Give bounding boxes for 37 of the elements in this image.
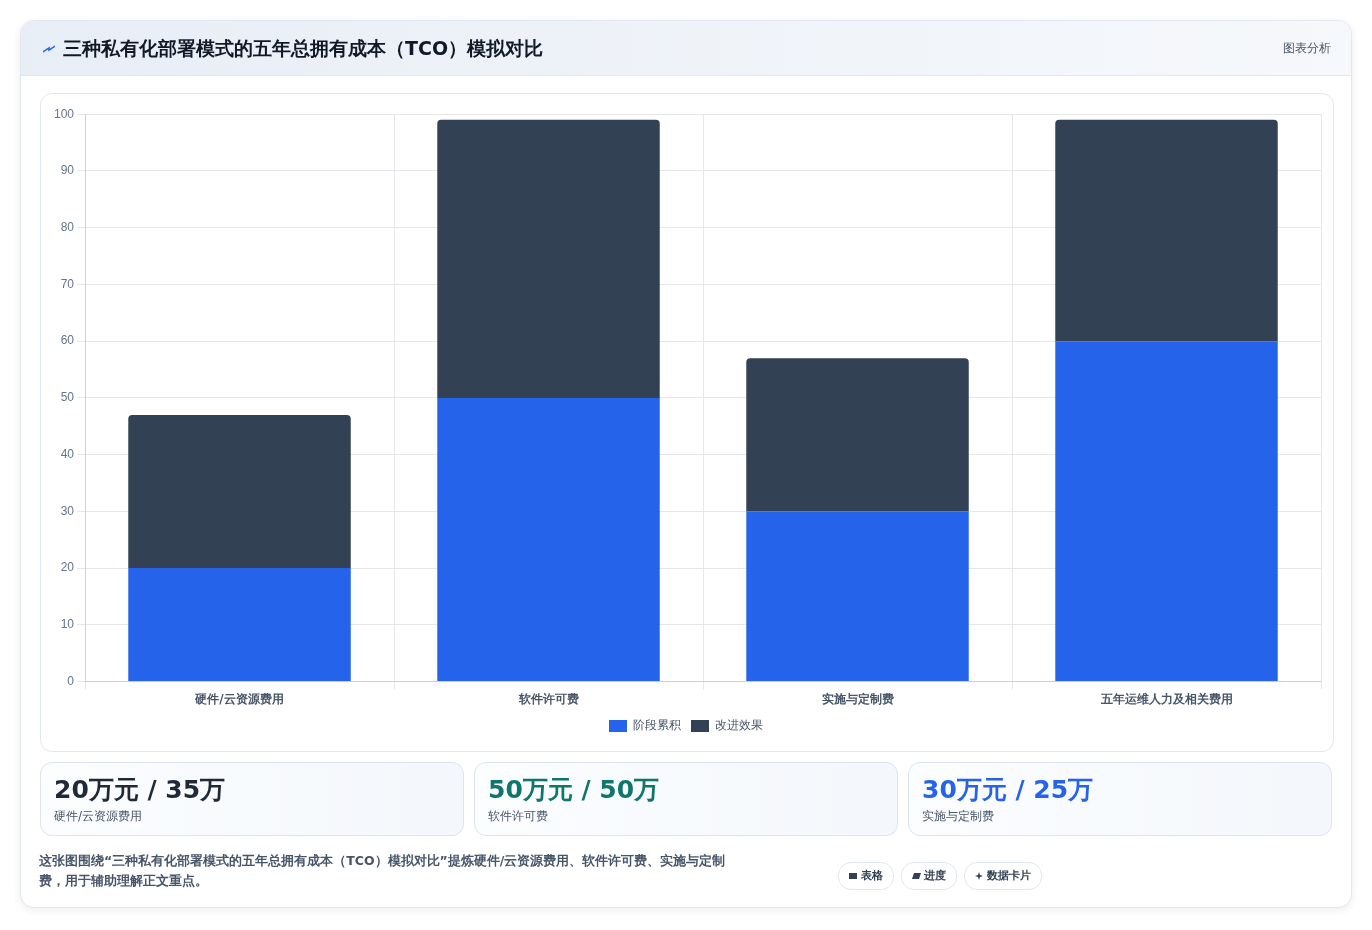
y-tick-label: 50 (60, 390, 75, 405)
bar (128, 568, 351, 682)
text: 进度 (924, 869, 946, 882)
bar (437, 119, 660, 398)
text: 硬件/云资源费用 (54, 808, 143, 825)
x-tick-label: 硬件/云资源费用 (194, 691, 284, 706)
bar (1055, 119, 1278, 342)
y-tick-label: 10 (60, 617, 75, 632)
text: 50万元 / 50万 (488, 774, 660, 806)
y-tick-label: 40 (60, 446, 75, 461)
x-tick-label: 实施与定制费 (821, 691, 894, 706)
x-tick-label: 软件许可费 (517, 691, 579, 706)
bar (128, 414, 351, 569)
text: 软件许可费 (488, 808, 548, 825)
text: 30万元 / 25万 (922, 774, 1094, 806)
text: 这张图围绕“三种私有化部署模式的五年总拥有成本（TCO）模拟对比”提炼硬件/云资源费用、软件许可费、实施与定制费，用于辅助理解正文重点。 (39, 852, 727, 890)
y-tick-label: 30 (60, 503, 75, 518)
legend-label: 改进效果 (715, 718, 763, 733)
chart-title: 三种私有化部署模式的五年总拥有成本（TCO）模拟对比 (63, 36, 544, 61)
text: 表格 (861, 869, 883, 882)
bar (1055, 341, 1278, 682)
y-tick-label: 20 (60, 560, 75, 575)
y-tick-label: 60 (60, 333, 75, 348)
y-tick-label: 90 (60, 163, 75, 178)
bar (746, 358, 969, 512)
text: 实施与定制费 (922, 808, 994, 825)
text: 图表分析 (1283, 40, 1331, 57)
text: 20万元 / 35万 (54, 774, 226, 806)
y-tick-label: 80 (60, 219, 75, 234)
y-tick-label: 0 (67, 673, 75, 688)
y-tick-label: 100 (53, 106, 75, 121)
legend-label: 阶段累积 (633, 718, 681, 733)
text: 数据卡片 (987, 869, 1031, 882)
y-tick-label: 70 (60, 276, 75, 291)
bar (746, 511, 969, 682)
bar (437, 397, 660, 682)
x-tick-label: 五年运维人力及相关费用 (1099, 691, 1233, 706)
